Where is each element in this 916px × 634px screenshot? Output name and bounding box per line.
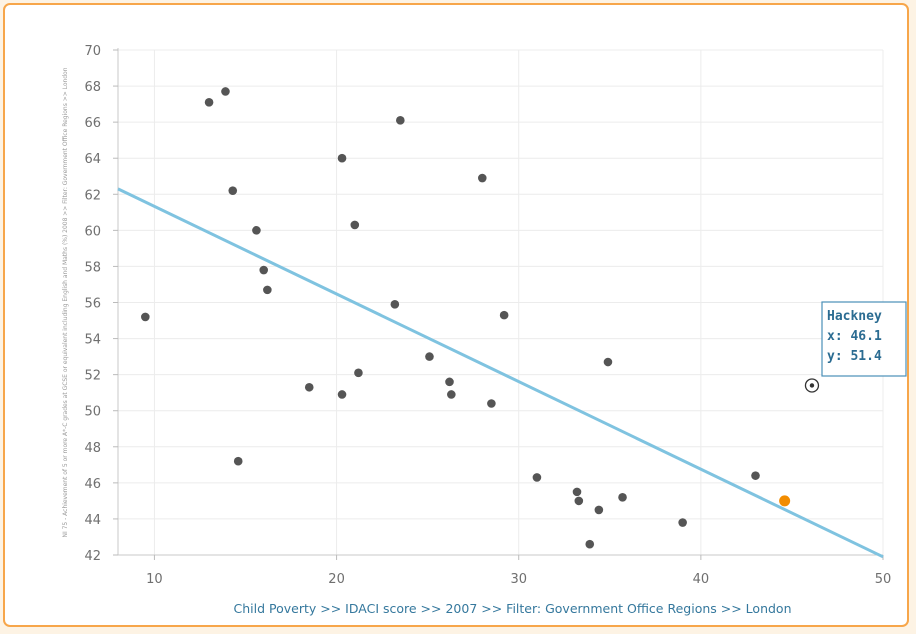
grid-lines xyxy=(118,49,884,556)
y-axis-label: NI 75 - Achievement of 5 or more A*-C gr… xyxy=(62,67,69,537)
trend-line xyxy=(117,187,884,559)
data-point xyxy=(499,310,509,320)
x-tick-label: 50 xyxy=(875,572,892,587)
data-point xyxy=(337,390,347,399)
y-tick-label: 70 xyxy=(84,44,101,59)
axes xyxy=(113,48,884,560)
y-tick-labels: 42 44 46 48 50 52 54 56 58 60 62 64 66 68 70 xyxy=(84,44,101,564)
data-point xyxy=(618,492,627,502)
y-tick-label: 66 xyxy=(84,116,101,131)
x-axis-label: Child Poverty >> IDACI score >> 2007 >> … xyxy=(234,601,792,616)
data-point xyxy=(304,382,314,392)
y-tick-label: 62 xyxy=(84,188,101,203)
data-point xyxy=(477,173,487,183)
data-point xyxy=(350,220,360,230)
tooltip-box xyxy=(821,301,907,377)
chart-frame: 42 44 46 48 50 52 54 56 58 60 62 64 66 68 70 10 20 30 40 5… xyxy=(3,3,909,627)
data-point xyxy=(532,473,542,482)
x-tick-label: 10 xyxy=(146,572,163,587)
data-point xyxy=(252,226,261,235)
data-point xyxy=(354,368,363,378)
data-point xyxy=(487,399,496,408)
data-point xyxy=(425,352,434,361)
data-points xyxy=(141,87,791,549)
data-point xyxy=(141,312,150,322)
y-tick-label: 52 xyxy=(84,369,101,384)
data-point xyxy=(574,496,584,506)
data-point xyxy=(751,471,760,480)
hover-marker[interactable] xyxy=(804,378,820,393)
data-point xyxy=(585,539,595,549)
y-tick-label: 44 xyxy=(84,513,101,528)
data-point xyxy=(221,87,230,96)
tooltip: Hackney x: 46.1 y: 51.4 xyxy=(821,301,907,377)
y-tick-label: 64 xyxy=(84,152,101,167)
data-point xyxy=(572,487,582,497)
data-point xyxy=(204,98,214,107)
x-tick-labels: 10 20 30 40 50 xyxy=(146,572,891,587)
y-tick-label: 58 xyxy=(84,260,101,275)
data-point xyxy=(678,518,687,527)
scatter-chart: 42 44 46 48 50 52 54 56 58 60 62 64 66 68 70 10 20 30 40 5… xyxy=(62,44,907,616)
data-point xyxy=(263,285,272,295)
y-tick-label: 46 xyxy=(84,477,101,492)
data-point xyxy=(445,377,454,387)
y-tick-label: 60 xyxy=(84,224,101,239)
data-point xyxy=(337,153,347,163)
x-tick-label: 20 xyxy=(328,572,345,587)
data-point xyxy=(447,390,456,399)
data-point xyxy=(603,357,613,367)
y-tick-label: 42 xyxy=(84,549,101,564)
data-point xyxy=(396,116,405,125)
tooltip-y-value: y: 51.4 xyxy=(827,349,882,364)
y-tick-label: 68 xyxy=(84,80,101,95)
data-point xyxy=(233,456,243,466)
data-point xyxy=(594,505,604,515)
y-tick-label: 48 xyxy=(84,441,101,456)
tooltip-x-value: x: 46.1 xyxy=(827,329,882,344)
tooltip-name: Hackney xyxy=(827,309,882,324)
data-point xyxy=(390,300,400,309)
hover-dot xyxy=(809,383,815,388)
y-tick-label: 54 xyxy=(84,333,101,348)
x-tick-label: 30 xyxy=(510,572,527,587)
data-point xyxy=(259,265,269,275)
y-tick-label: 50 xyxy=(84,405,101,420)
x-tick-label: 40 xyxy=(693,572,710,587)
data-point xyxy=(228,186,238,195)
y-tick-label: 56 xyxy=(84,297,101,312)
highlighted-point xyxy=(779,495,791,507)
